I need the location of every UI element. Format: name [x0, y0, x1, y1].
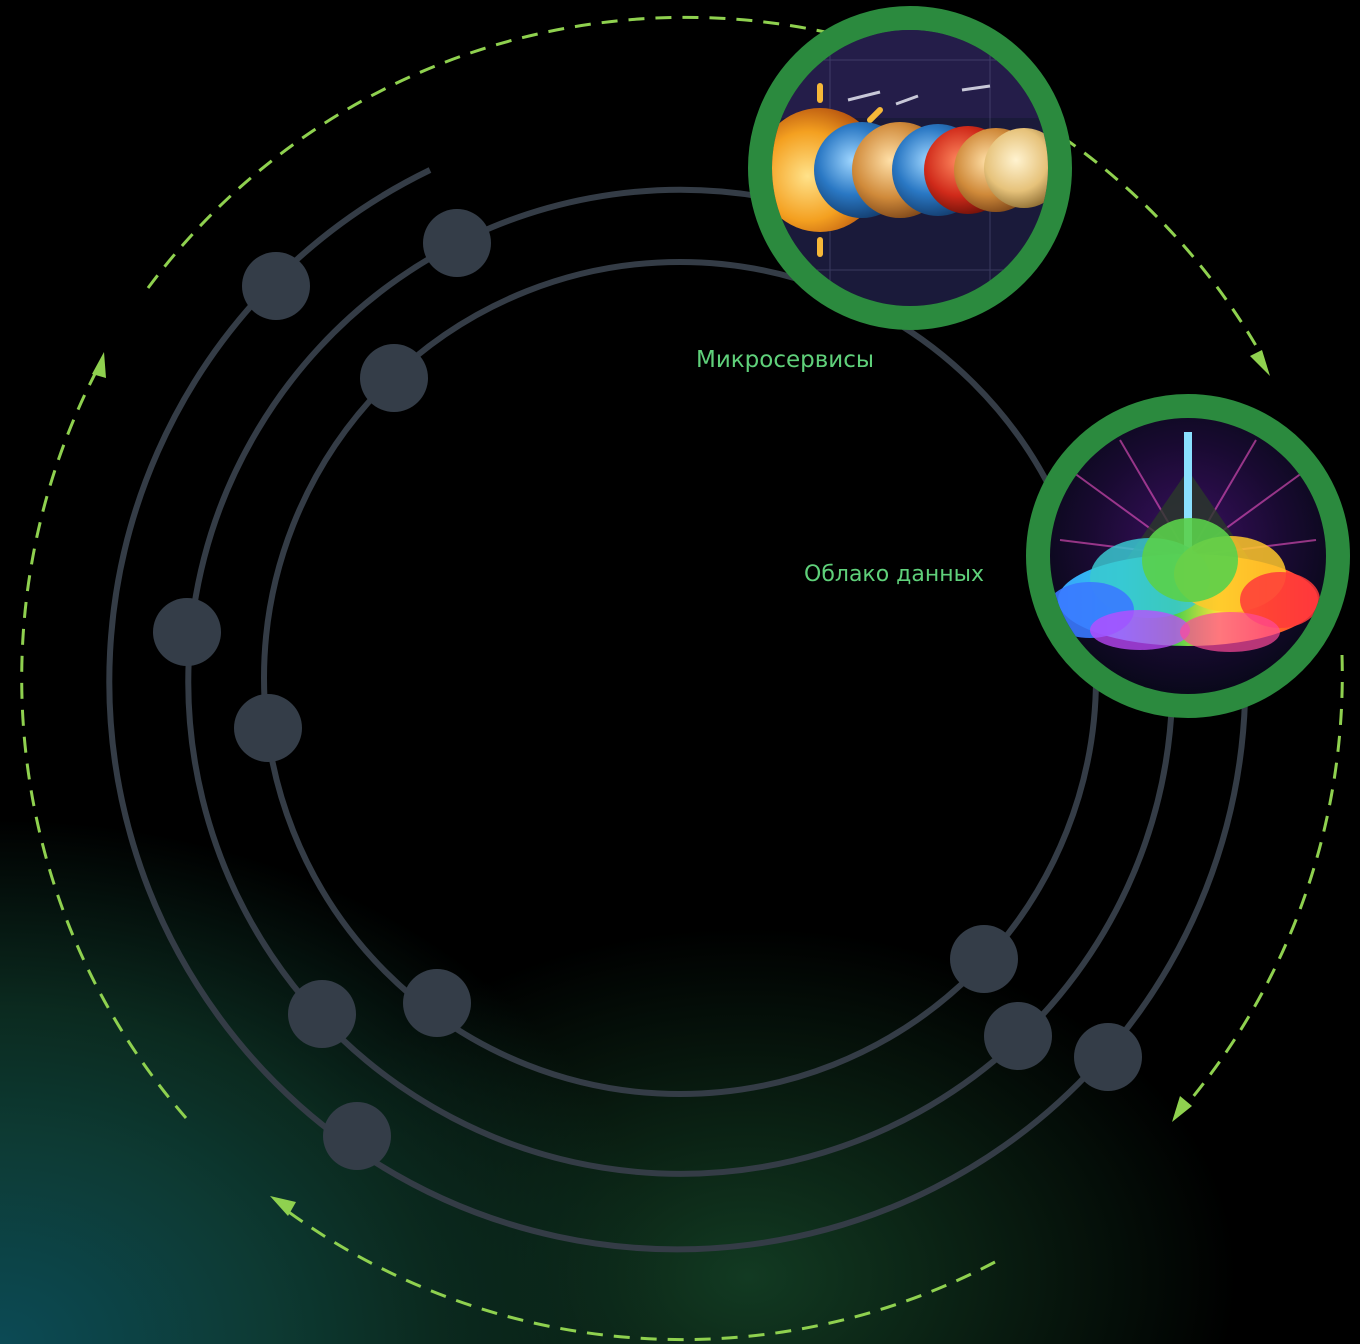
data-cloud-badge	[1026, 394, 1350, 718]
ring-node	[242, 252, 310, 320]
ring-node	[234, 694, 302, 762]
ring-nodes	[153, 209, 1142, 1170]
microservices-label: Микросервисы	[696, 347, 875, 373]
flow-arc-top-right	[1039, 120, 1264, 357]
ring-node	[323, 1102, 391, 1170]
arrowhead-left	[270, 1196, 296, 1216]
ring-node	[984, 1002, 1052, 1070]
flow-arc-right	[1180, 654, 1344, 1111]
ring-node	[950, 925, 1018, 993]
flow-arc-bottom	[285, 1208, 996, 1342]
microservices-badge	[748, 6, 1072, 330]
data-cloud-label: Облако данных	[804, 562, 985, 587]
ring-node	[403, 969, 471, 1037]
flow-arc-top	[146, 15, 867, 289]
flow-arc-left	[20, 367, 188, 1119]
ring-node	[360, 344, 428, 412]
rainbow-data-cloud-icon	[1050, 418, 1326, 694]
arrowhead-down	[1250, 350, 1270, 376]
flow-arrows	[20, 15, 1344, 1342]
ring-node	[1074, 1023, 1142, 1091]
ring-node	[288, 980, 356, 1048]
arrowhead-down-left	[1172, 1096, 1192, 1122]
ring-node	[423, 209, 491, 277]
arrowhead-up	[92, 352, 106, 378]
ring-node	[153, 598, 221, 666]
